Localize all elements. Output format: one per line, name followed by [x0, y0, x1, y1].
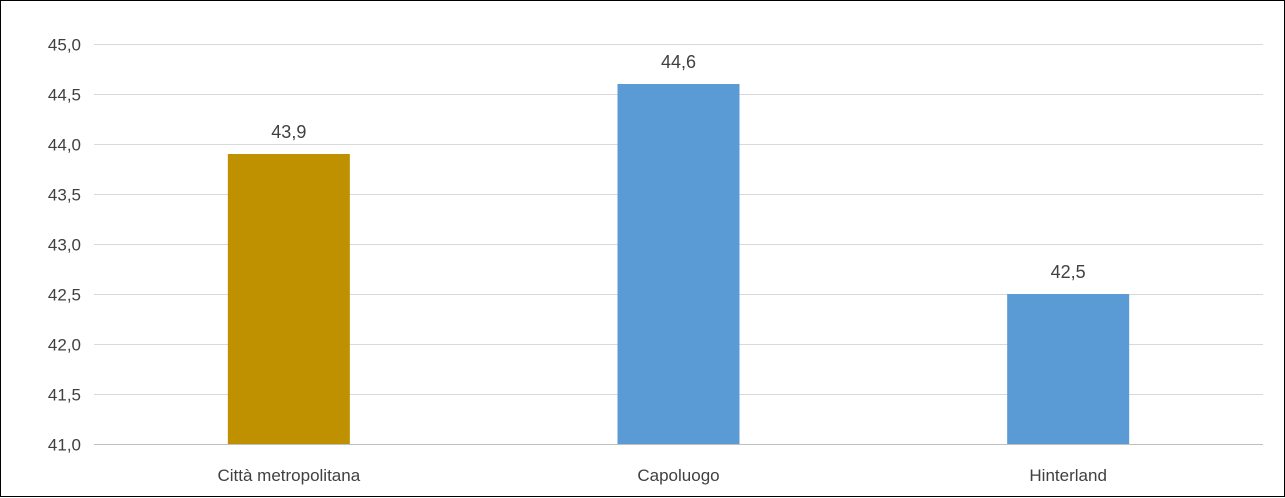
x-category-label: Città metropolitana — [217, 466, 360, 485]
y-tick-label: 41,5 — [48, 386, 81, 405]
data-label: 42,5 — [1051, 262, 1086, 282]
y-axis-ticks: 41,0 41,5 42,0 42,5 43,0 43,5 44,0 44,5 45,0 — [48, 36, 81, 455]
data-labels: 43,9 44,6 42,5 — [271, 52, 1085, 282]
data-label: 44,6 — [661, 52, 696, 72]
bar — [227, 154, 350, 444]
y-tick-label: 43,0 — [48, 236, 81, 255]
bar — [1007, 294, 1130, 444]
bar — [617, 84, 740, 444]
y-tick-label: 44,5 — [48, 86, 81, 105]
y-tick-label: 41,0 — [48, 436, 81, 455]
y-tick-label: 45,0 — [48, 36, 81, 55]
x-category-label: Capoluogo — [637, 466, 719, 485]
bars — [227, 84, 1130, 444]
x-category-label: Hinterland — [1029, 466, 1107, 485]
y-tick-label: 44,0 — [48, 136, 81, 155]
data-label: 43,9 — [271, 122, 306, 142]
y-tick-label: 42,0 — [48, 336, 81, 355]
x-axis-categories: Città metropolitana Capoluogo Hinterland — [217, 466, 1106, 485]
y-tick-label: 43,5 — [48, 186, 81, 205]
y-tick-label: 42,5 — [48, 286, 81, 305]
